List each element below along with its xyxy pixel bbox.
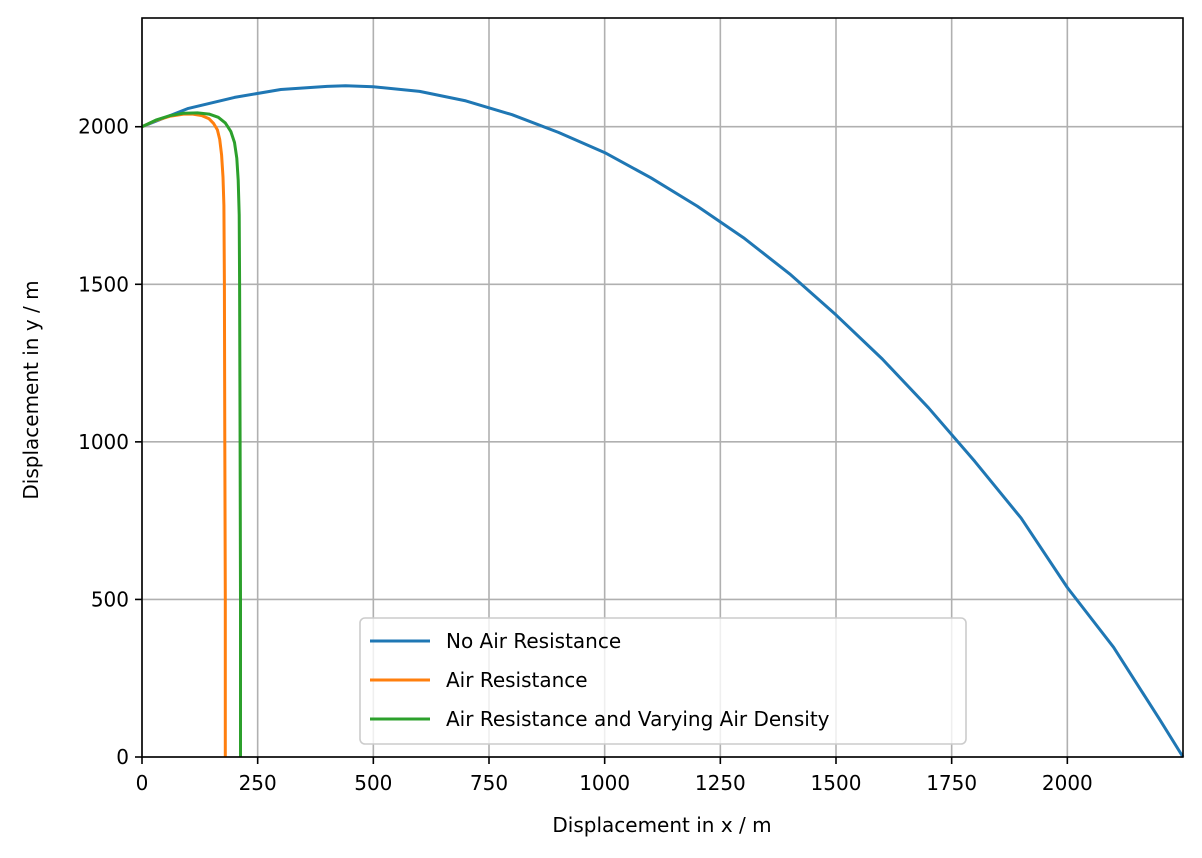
legend-label-3: Air Resistance and Varying Air Density <box>446 707 830 731</box>
series-layer <box>141 84 1185 758</box>
x-tick-label: 500 <box>354 771 392 795</box>
x-tick-label: 1750 <box>926 771 977 795</box>
legend-label-1: No Air Resistance <box>446 629 621 653</box>
x-tick-label: 2000 <box>1042 771 1093 795</box>
legend-label-2: Air Resistance <box>446 668 588 692</box>
y-axis-title: Displacement in y / m <box>19 280 43 499</box>
x-tick-label: 0 <box>136 771 149 795</box>
y-tick-label: 2000 <box>78 115 129 139</box>
x-tick-label: 750 <box>470 771 508 795</box>
series-line-1 <box>141 84 1185 758</box>
axes-frame <box>141 17 1184 758</box>
x-tick-label: 250 <box>239 771 277 795</box>
x-tick-label: 1250 <box>695 771 746 795</box>
series-line-3 <box>141 111 242 757</box>
legend-box <box>359 617 967 745</box>
x-tick-label: 1000 <box>579 771 630 795</box>
legend: No Air Resistance Air Resistance Air Resis… <box>359 617 967 745</box>
y-tick-label: 500 <box>91 587 129 611</box>
y-tick-label: 0 <box>116 745 129 769</box>
x-axis-title: Displacement in x / m <box>552 813 771 837</box>
ticks: 0 250 500 750 1000 1250 1500 1750 2000 0 500 1000 15… <box>78 115 1093 795</box>
y-tick-label: 1500 <box>78 272 129 296</box>
x-tick-label: 1500 <box>811 771 862 795</box>
y-tick-label: 1000 <box>78 430 129 454</box>
